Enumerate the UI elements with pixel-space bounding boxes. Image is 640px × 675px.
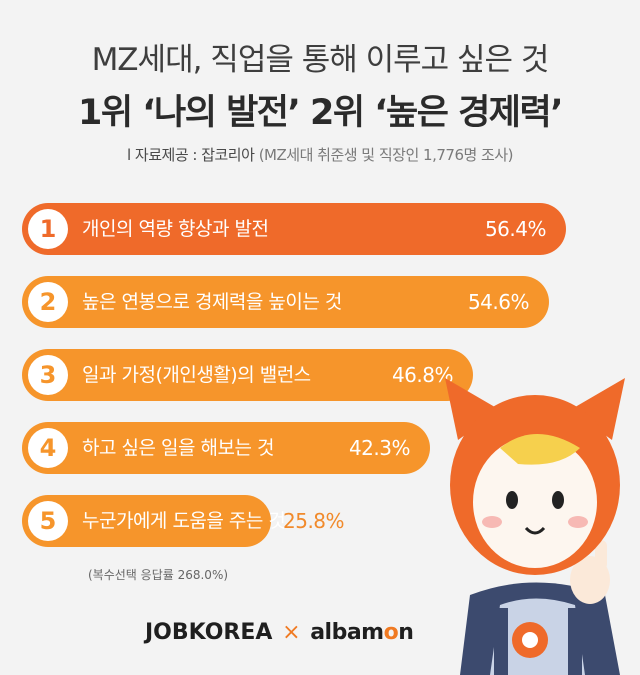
rank-number: 5 xyxy=(28,501,68,541)
page-title-line1: MZ세대, 직업을 통해 이루고 싶은 것 xyxy=(91,42,550,78)
category-label: 하고 싶은 일을 해보는 것 xyxy=(82,437,274,459)
partner-logos: JOBKOREA × albamon xyxy=(145,620,414,645)
chart-bar: 5 누군가에게 도움을 주는 것 xyxy=(22,495,286,547)
albamon-logo: albamon xyxy=(310,620,414,645)
albamon-logo-o: o xyxy=(383,620,399,645)
albamon-logo-part: albam xyxy=(310,620,384,645)
jobkorea-logo: JOBKOREA xyxy=(145,620,273,645)
chart-bar: 4 하고 싶은 일을 해보는 것 42.3% xyxy=(22,422,430,474)
category-label: 높은 연봉으로 경제력을 높이는 것 xyxy=(82,291,342,313)
footnote: (복수선택 응답률 268.0%) xyxy=(88,568,229,582)
albamon-logo-part: n xyxy=(398,620,414,645)
rank-number: 3 xyxy=(28,355,68,395)
source-line: l 자료제공 : 잡코리아 (MZ세대 취준생 및 직장인 1,776명 조사) xyxy=(0,144,640,165)
source-note: (MZ세대 취준생 및 직장인 1,776명 조사) xyxy=(258,146,514,164)
category-label: 개인의 역량 향상과 발전 xyxy=(82,218,269,240)
page-title-line2: 1위 ‘나의 발전’ 2위 ‘높은 경제력’ xyxy=(77,93,564,133)
value-label: 46.8% xyxy=(391,363,454,387)
value-label: 25.8% xyxy=(283,509,345,533)
value-label: 42.3% xyxy=(348,436,411,460)
chart-bar: 1 개인의 역량 향상과 발전 56.4% xyxy=(22,203,566,255)
source-label: l 자료제공 : 잡코리아 xyxy=(126,146,255,164)
rank-number: 1 xyxy=(28,209,68,249)
category-label: 일과 가정(개인생활)의 밸런스 xyxy=(82,364,311,386)
logo-separator: × xyxy=(282,620,301,645)
category-label: 누군가에게 도움을 주는 것 xyxy=(82,510,286,532)
chart-bar: 3 일과 가정(개인생활)의 밸런스 46.8% xyxy=(22,349,473,401)
chart-bar: 2 높은 연봉으로 경제력을 높이는 것 54.6% xyxy=(22,276,549,328)
mascot-illustration xyxy=(445,378,625,675)
rank-number: 4 xyxy=(28,428,68,468)
value-label: 54.6% xyxy=(467,290,530,314)
rank-number: 2 xyxy=(28,282,68,322)
value-label: 56.4% xyxy=(484,217,547,241)
